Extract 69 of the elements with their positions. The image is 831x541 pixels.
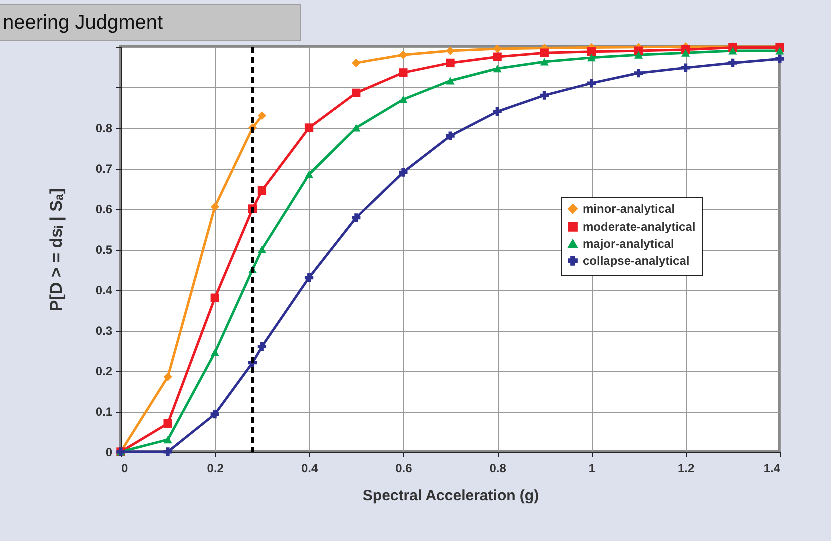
point <box>776 54 784 64</box>
point <box>728 58 738 68</box>
point <box>446 58 455 68</box>
point <box>587 48 596 56</box>
point <box>352 124 361 132</box>
point <box>682 49 690 57</box>
y-tick-label: 0.2 <box>96 364 113 378</box>
point <box>164 372 172 382</box>
x-tick-label: 1.2 <box>678 462 696 476</box>
point <box>210 410 220 419</box>
point <box>352 214 361 222</box>
point <box>446 132 455 140</box>
x-tick-label: 0.4 <box>301 462 318 476</box>
point <box>493 107 502 116</box>
point <box>493 44 502 54</box>
x-tick-label: 0.2 <box>207 462 224 476</box>
y-tick-label: 0.6 <box>96 202 113 216</box>
point <box>164 448 172 456</box>
point <box>446 77 455 85</box>
x-tick-label: 0.6 <box>396 462 413 476</box>
legend-label: collapse-analytical <box>583 254 690 268</box>
point <box>540 48 549 58</box>
legend-label: major-analytical <box>583 237 674 251</box>
point <box>399 68 408 78</box>
point <box>540 91 549 100</box>
point <box>258 342 267 352</box>
point <box>587 54 596 62</box>
point <box>399 50 408 60</box>
x-axis-title: Spectral Acceleration (g) <box>362 488 540 504</box>
point <box>446 46 455 56</box>
point <box>399 96 408 104</box>
point <box>682 64 690 72</box>
point <box>634 51 644 59</box>
text: neering Judgment <box>3 12 164 34</box>
point <box>634 68 644 78</box>
point <box>399 168 408 177</box>
point <box>304 274 314 282</box>
point <box>164 419 172 428</box>
point <box>540 58 549 66</box>
y-tick-label: 0.5 <box>96 243 113 257</box>
x-tick-label: 0 <box>122 462 128 476</box>
point <box>304 124 314 132</box>
x-tick-label: 1.4 <box>764 462 781 476</box>
point <box>164 436 172 444</box>
point <box>304 170 314 178</box>
x-tick-label: 1 <box>588 462 596 476</box>
point <box>258 112 267 120</box>
y-tick-label: 0.1 <box>96 405 113 419</box>
point <box>258 186 267 196</box>
point <box>493 52 502 62</box>
y-tick-label: 0.4 <box>96 284 113 298</box>
point <box>210 202 220 212</box>
point <box>728 47 738 55</box>
y-axis-title: P[D > = dsᵢ | Sₐ] <box>46 188 66 312</box>
point <box>258 246 267 254</box>
legend-label: minor-analytical <box>583 202 676 216</box>
y-tick-label: 0.8 <box>96 122 113 136</box>
y-tick-label: 0 <box>106 446 113 460</box>
x-tick-label: 0.8 <box>490 462 507 476</box>
y-tick-label: 0.3 <box>96 324 113 338</box>
y-tick-label: 0.7 <box>96 162 113 176</box>
point <box>210 294 220 302</box>
point <box>352 88 361 98</box>
point <box>210 349 220 357</box>
point <box>493 65 502 73</box>
point <box>776 47 784 55</box>
legend-label: moderate-analytical <box>583 220 696 234</box>
point <box>587 79 596 88</box>
point <box>352 58 361 68</box>
